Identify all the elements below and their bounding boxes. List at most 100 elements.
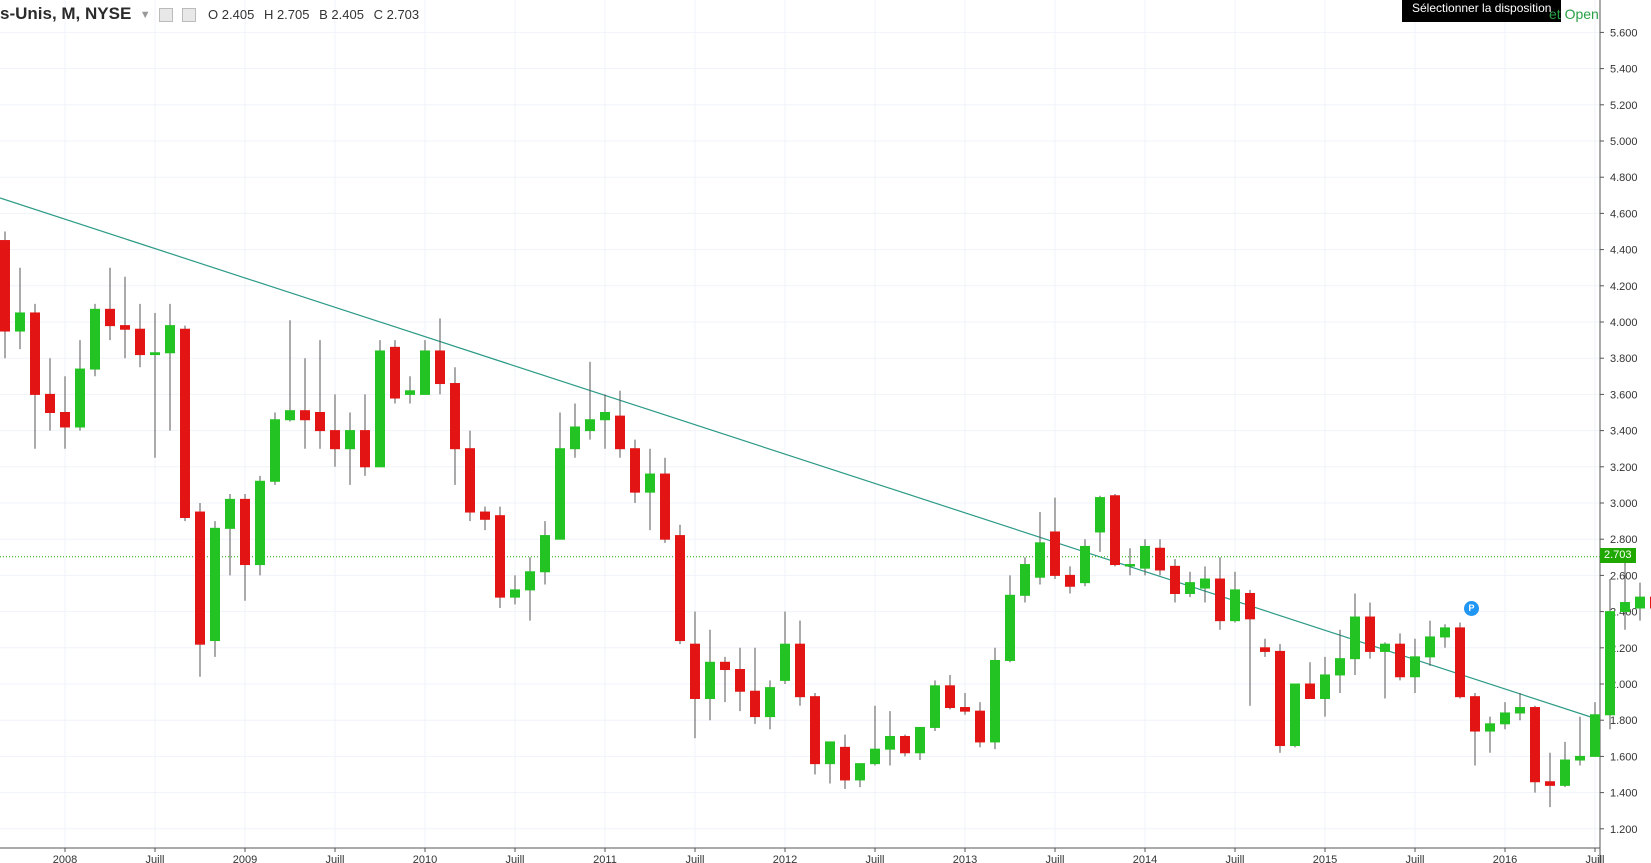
- candle: [1365, 602, 1375, 659]
- candle: [615, 390, 625, 458]
- candle: [720, 656, 730, 703]
- candle: [45, 358, 55, 431]
- candle: [1395, 633, 1405, 681]
- candle-body: [1545, 781, 1555, 786]
- candle-body: [90, 308, 100, 370]
- candle: [345, 412, 355, 485]
- time-axis[interactable]: 2008 Juill 2009 Juill 2010 Juill 2011 Juill 2012…: [0, 847, 1651, 863]
- candle: [120, 276, 130, 359]
- candle: [1515, 693, 1525, 721]
- time-tick-label: 2008: [53, 854, 77, 863]
- time-tick-label: Juill: [1406, 854, 1425, 863]
- candle-body: [615, 415, 625, 450]
- candle: [150, 312, 160, 458]
- price-tick-label: 2.600: [1610, 570, 1638, 582]
- price-tick-label: 3.000: [1610, 498, 1638, 510]
- candle-body: [1515, 707, 1525, 714]
- candle: [1380, 642, 1390, 699]
- candle: [495, 506, 505, 608]
- candle: [1035, 512, 1045, 585]
- candle: [330, 394, 340, 467]
- candle: [465, 430, 475, 522]
- candle-body: [945, 685, 955, 709]
- candle-body: [150, 352, 160, 356]
- candle: [810, 693, 820, 775]
- candle-body: [480, 511, 490, 520]
- candle-body: [585, 419, 595, 432]
- candle: [1005, 575, 1015, 663]
- candle: [1110, 493, 1120, 567]
- candle: [30, 303, 40, 449]
- visibility-toggle-icon[interactable]: [159, 7, 174, 22]
- settings-toggle-icon[interactable]: [181, 7, 196, 22]
- candle-body: [0, 240, 10, 332]
- chevron-down-icon[interactable]: ▼: [139, 8, 151, 21]
- candle: [105, 267, 115, 341]
- candle: [945, 674, 955, 710]
- candle: [960, 693, 970, 715]
- alert-badge[interactable]: P: [1464, 601, 1479, 616]
- price-tick-label: 3.800: [1610, 353, 1638, 365]
- candle: [300, 358, 310, 449]
- candle-body: [375, 350, 385, 468]
- candle: [675, 524, 685, 645]
- price-tick-label: 2.200: [1610, 643, 1638, 655]
- time-tick-label: Juill: [866, 854, 885, 863]
- candle-body: [765, 687, 775, 718]
- candle-body: [1005, 594, 1015, 661]
- candle-body: [1350, 616, 1360, 660]
- candle-body: [60, 412, 70, 428]
- trendline[interactable]: [0, 197, 1601, 721]
- candle: [840, 734, 850, 789]
- candle: [585, 361, 595, 440]
- price-tick-label: 5.400: [1610, 64, 1638, 76]
- candle-body: [1170, 565, 1180, 594]
- candle-body: [930, 685, 940, 728]
- price-tick-label: 5.000: [1610, 136, 1638, 148]
- candle: [1590, 702, 1600, 757]
- time-tick-label: 2015: [1313, 854, 1337, 863]
- candle-body: [330, 430, 340, 450]
- candle: [1320, 656, 1330, 717]
- candle-body: [1590, 714, 1600, 757]
- time-tick-label: 2013: [953, 854, 977, 863]
- candle-body: [1530, 707, 1540, 783]
- candle-body: [1470, 696, 1480, 732]
- candle: [1410, 638, 1420, 694]
- candle: [870, 705, 880, 766]
- candle: [1605, 579, 1615, 730]
- candle: [990, 647, 1000, 750]
- candle-body: [1245, 593, 1255, 620]
- candle: [1635, 582, 1645, 621]
- candle: [435, 318, 445, 395]
- candle-body: [1065, 574, 1075, 587]
- candle: [915, 726, 925, 761]
- candle: [270, 412, 280, 485]
- candle: [660, 457, 670, 543]
- candle: [1080, 539, 1090, 587]
- candle-body: [420, 350, 430, 395]
- candle-body: [735, 669, 745, 692]
- symbol-title[interactable]: s-Unis, M, NYSE: [0, 4, 132, 23]
- candle-body: [1275, 650, 1285, 747]
- candle: [180, 325, 190, 522]
- candle-body: [525, 571, 535, 591]
- candle: [1170, 559, 1180, 603]
- candle: [600, 394, 610, 449]
- price-tick-label: 2.400: [1610, 607, 1638, 619]
- price-axis[interactable]: 1.200 1.400 1.600 1.800 2.000 2.200 2.400 2.600…: [1599, 0, 1638, 863]
- last-price-tag: 2.703: [1600, 548, 1636, 563]
- candle: [1620, 560, 1630, 630]
- candle-body: [510, 589, 520, 598]
- candle: [1455, 622, 1465, 699]
- time-tick-label: Juill: [1586, 854, 1605, 863]
- candle: [705, 629, 715, 721]
- time-tick-label: 2012: [773, 854, 797, 863]
- candle-body: [105, 308, 115, 327]
- low-label: B: [319, 7, 328, 22]
- candle: [285, 320, 295, 422]
- price-tick-label: 4.800: [1610, 172, 1638, 184]
- candle-body: [840, 746, 850, 781]
